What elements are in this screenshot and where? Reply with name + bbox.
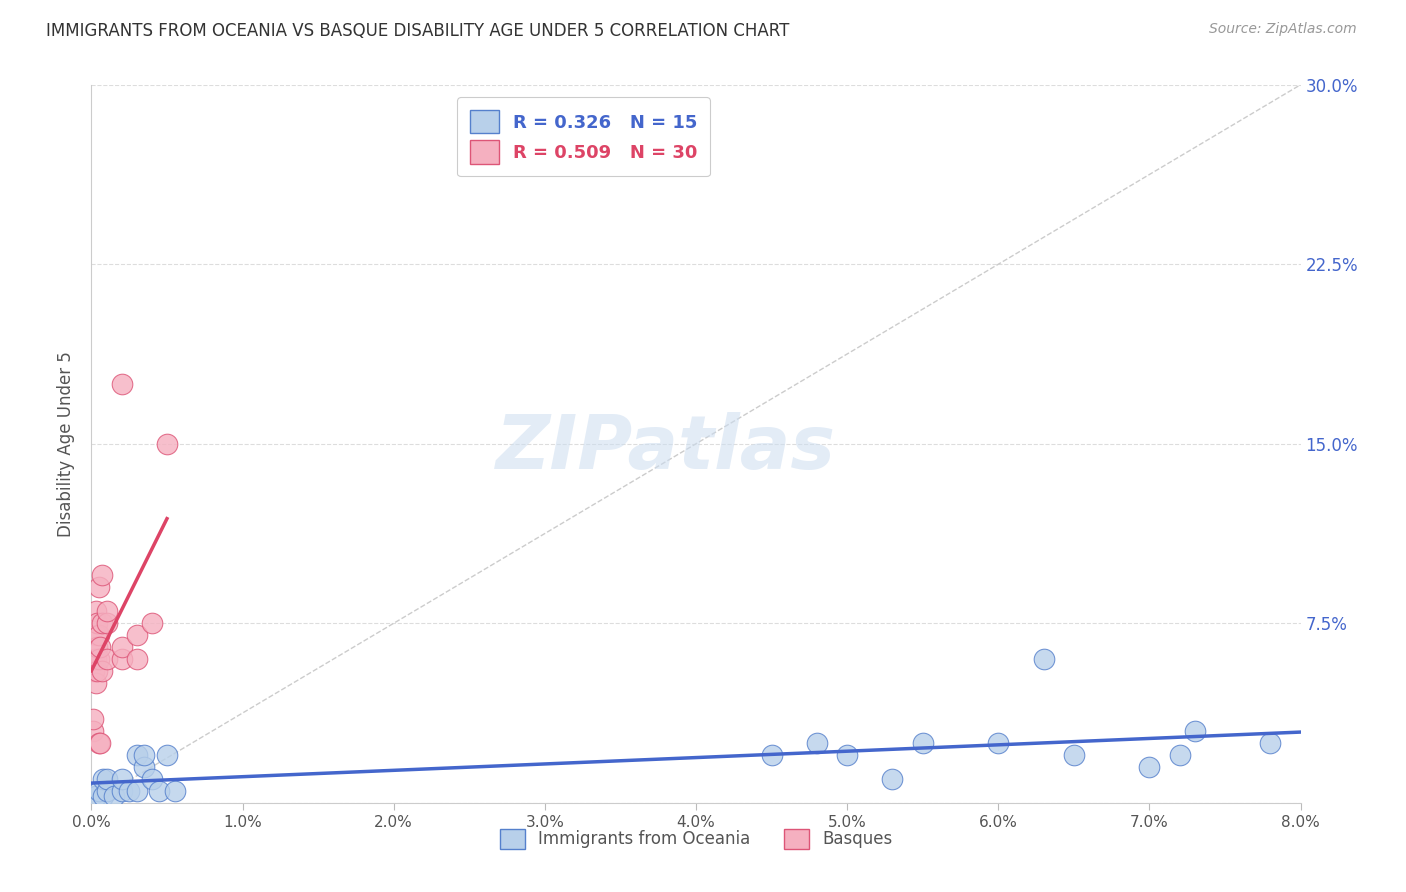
Point [111, 772, 132, 786]
Point [96, 652, 118, 666]
Point [86, 616, 108, 631]
Point [125, 747, 148, 762]
Point [87, 628, 110, 642]
Point [1260, 736, 1282, 750]
Point [111, 640, 132, 655]
Point [96, 616, 118, 631]
Point [141, 616, 163, 631]
Point [882, 772, 904, 786]
Point [1168, 747, 1191, 762]
Point [987, 736, 1010, 750]
Text: ZIPatlas: ZIPatlas [496, 412, 835, 485]
Point [103, 789, 125, 803]
Point [82, 724, 104, 739]
Point [125, 628, 148, 642]
Point [141, 772, 163, 786]
Point [761, 747, 783, 762]
Point [91, 568, 114, 582]
Point [1063, 747, 1085, 762]
Point [82, 712, 104, 726]
Point [87, 581, 110, 595]
Point [86, 664, 108, 678]
Point [806, 736, 828, 750]
Point [84, 628, 107, 642]
Point [911, 736, 934, 750]
Point [134, 760, 156, 774]
Text: Source: ZipAtlas.com: Source: ZipAtlas.com [1209, 22, 1357, 37]
Point [87, 736, 110, 750]
Point [835, 747, 858, 762]
Point [125, 652, 148, 666]
Point [89, 736, 111, 750]
Point [91, 664, 114, 678]
Point [91, 616, 114, 631]
Point [125, 784, 148, 798]
Point [163, 784, 186, 798]
Point [111, 376, 132, 391]
Point [111, 652, 132, 666]
Point [86, 640, 108, 655]
Y-axis label: Disability Age Under 5: Disability Age Under 5 [58, 351, 76, 537]
Point [96, 604, 118, 618]
Point [1184, 724, 1206, 739]
Legend: Immigrants from Oceania, Basques: Immigrants from Oceania, Basques [494, 822, 898, 855]
Point [1139, 760, 1161, 774]
Point [89, 640, 111, 655]
Point [87, 784, 110, 798]
Point [83, 664, 105, 678]
Point [96, 784, 118, 798]
Point [84, 789, 107, 803]
Point [96, 772, 118, 786]
Point [1032, 652, 1054, 666]
Point [93, 789, 115, 803]
Point [156, 747, 179, 762]
Point [156, 436, 179, 450]
Point [118, 784, 141, 798]
Text: IMMIGRANTS FROM OCEANIA VS BASQUE DISABILITY AGE UNDER 5 CORRELATION CHART: IMMIGRANTS FROM OCEANIA VS BASQUE DISABI… [46, 22, 790, 40]
Point [93, 772, 115, 786]
Point [87, 652, 110, 666]
Point [83, 652, 105, 666]
Point [148, 784, 170, 798]
Point [111, 784, 132, 798]
Point [84, 652, 107, 666]
Point [84, 604, 107, 618]
Point [134, 747, 156, 762]
Point [84, 676, 107, 690]
